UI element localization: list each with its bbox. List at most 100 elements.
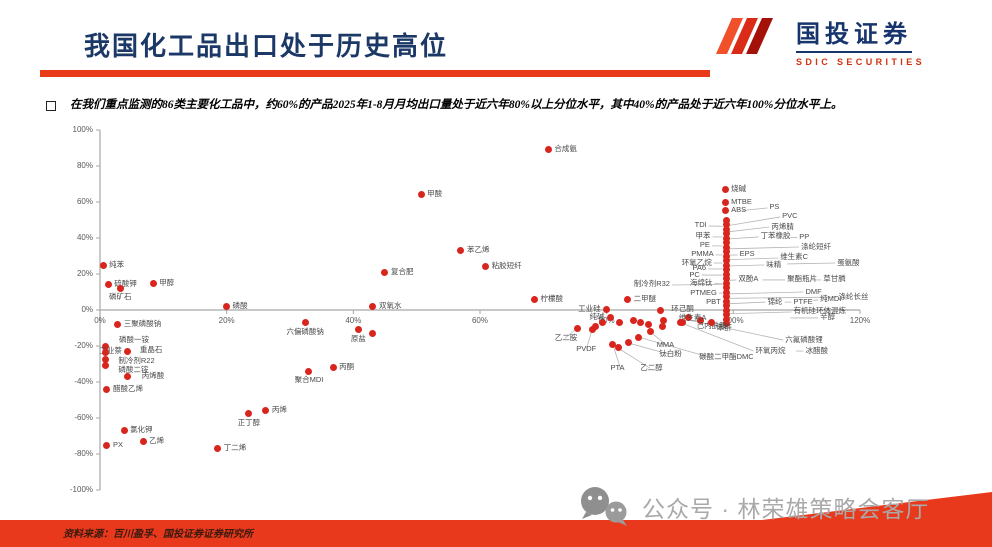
data-point: [624, 339, 632, 347]
callout-label: PE: [699, 240, 710, 250]
data-point-label: 磷酸: [232, 300, 248, 310]
data-point: [722, 243, 730, 251]
y-tick-label: -80%: [74, 449, 93, 458]
data-point: [606, 313, 614, 321]
callout-label: 锦纶: [767, 296, 783, 306]
data-point-label: PTA: [610, 363, 625, 373]
footer-band: [0, 520, 992, 547]
data-point: [722, 302, 730, 309]
leader-line: [787, 262, 836, 265]
y-tick-label: -20%: [74, 341, 93, 350]
callout-label: PTFE: [793, 296, 813, 306]
leader-line: [813, 299, 819, 301]
data-point: [722, 270, 730, 278]
leader-line: [729, 246, 800, 250]
data-point: [634, 333, 642, 341]
data-point-label: 烧碱: [731, 183, 747, 193]
data-point-label: 维生素A: [678, 312, 707, 322]
data-point-label: 纯碱: [589, 311, 605, 321]
data-point: [120, 427, 128, 435]
leader-line: [729, 226, 770, 233]
wechat-bubbles-icon: [581, 487, 627, 526]
logo-company-name: 国投证券: [796, 14, 912, 53]
data-point: [139, 437, 147, 445]
y-tick-label: 80%: [76, 161, 93, 170]
data-point-label: 环己酮: [671, 303, 694, 313]
callout-label: 蛋氨酸: [837, 257, 860, 267]
callout-label: 聚酯瓶片: [787, 274, 818, 284]
callout-label: 双酚A: [738, 274, 759, 284]
callout-label: 丙烯腈: [771, 221, 794, 231]
data-point-label: 丙烯: [271, 405, 287, 415]
leader-line: [612, 344, 621, 369]
callout-label: 维生素C: [780, 252, 809, 262]
callout-label: TDI: [694, 220, 707, 230]
callout-label: PMMA: [691, 249, 714, 259]
data-point-label: 苯酐: [716, 323, 732, 332]
data-point-label: 丙酮: [339, 362, 355, 372]
data-point: [530, 296, 538, 304]
data-point-label: 三聚磷酸钠: [123, 318, 162, 328]
bullet-square-icon: [46, 101, 56, 111]
title-underline-bar: [40, 70, 710, 77]
data-point-label: 丙烯酸: [141, 370, 165, 380]
data-point-label: 粘胶短纤: [491, 261, 522, 271]
data-point-label: 原盐: [350, 333, 366, 343]
leader-line: [650, 331, 667, 346]
data-point: [722, 297, 730, 305]
x-tick-label: 120%: [849, 316, 871, 325]
callout-label: 甲苯: [695, 231, 711, 241]
data-point-label: 合成氨: [554, 144, 577, 154]
data-point: [722, 221, 730, 228]
data-point: [644, 321, 652, 329]
leader-line: [729, 236, 759, 240]
callout-label: PC: [689, 269, 700, 279]
page-title: 我国化工品出口处于历史高位: [84, 32, 449, 61]
data-point-label: 钛白粉: [659, 349, 682, 359]
data-point: [722, 306, 730, 314]
data-point: [722, 230, 730, 237]
data-point: [103, 385, 111, 393]
data-point-label: 双氧水: [378, 301, 402, 311]
leader-line: [682, 323, 754, 352]
leader-line: [729, 301, 766, 305]
data-point-label: 正丁醇: [237, 417, 261, 427]
data-point: [722, 279, 730, 287]
data-point: [722, 225, 730, 233]
data-point: [223, 302, 231, 310]
data-point: [381, 269, 389, 277]
data-point: [101, 362, 109, 370]
data-point: [721, 198, 729, 206]
data-point-label: 甲醇: [159, 277, 175, 287]
data-point: [722, 257, 730, 264]
callout-label: PBT: [706, 296, 721, 306]
leader-line: [628, 342, 670, 355]
data-point-label: MTBE: [731, 196, 752, 206]
callout-label: PP: [799, 231, 810, 241]
data-point: [722, 284, 730, 291]
data-point-label: 二甲醚: [633, 293, 657, 303]
watermark: 公众号 · 林荣雄策略会客厅: [578, 486, 929, 528]
data-point-label: 磷酸一铵: [118, 334, 149, 344]
callout-label: 味精: [766, 259, 782, 269]
callout-label: PS: [769, 202, 780, 212]
data-point: [149, 279, 157, 287]
data-point: [624, 295, 632, 303]
data-point-label: 硫酸钾: [114, 278, 137, 288]
callout-label: 丁苯橡胶: [760, 231, 791, 241]
data-point: [722, 288, 730, 296]
data-point: [722, 234, 730, 242]
data-point-label: 工业萘: [99, 345, 122, 355]
data-point: [245, 410, 253, 417]
data-point: [684, 314, 692, 322]
leader-line: [671, 283, 723, 286]
data-point: [707, 318, 715, 326]
data-point: [603, 305, 611, 313]
data-point: [722, 275, 730, 282]
callout-label: EPS: [739, 249, 755, 259]
sdic-securities-logo: 国投证券 SDIC SECURITIES: [715, 12, 964, 68]
data-point-label: 复合肥: [390, 267, 414, 277]
data-point: [598, 318, 606, 326]
data-point-label: 醋酸乙烯: [112, 383, 143, 393]
callout-label: 辛醇: [820, 312, 836, 322]
